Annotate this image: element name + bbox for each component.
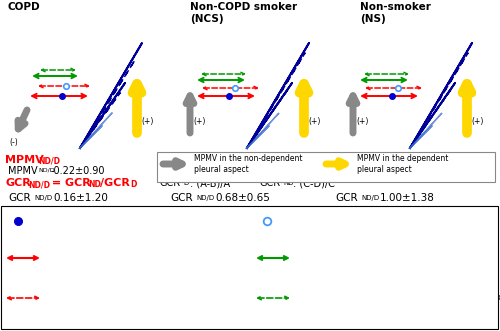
Text: GCR: GCR [335, 193, 357, 203]
Text: /GCR: /GCR [100, 178, 130, 188]
Text: LFC at end-inspiration: LFC at end-inspiration [28, 216, 128, 225]
Text: (+): (+) [193, 117, 205, 126]
Text: MPMV: MPMV [335, 166, 364, 176]
Text: LFC at near end-expiration: LFC at near end-expiration [277, 216, 398, 225]
Text: D: D [183, 180, 188, 186]
Text: C: C [258, 260, 263, 266]
Text: 1.00±1.38: 1.00±1.38 [380, 193, 435, 203]
Text: MPMV in the non-dependent
pleural aspect: MPMV in the non-dependent pleural aspect [194, 154, 302, 174]
Text: (+): (+) [471, 117, 484, 126]
Text: D: D [258, 300, 263, 306]
Text: MPMV: MPMV [8, 166, 38, 176]
Text: COPD: COPD [8, 2, 40, 12]
Text: GD in dependent LF at near end-expiration: GD in dependent LF at near end-expiratio… [44, 294, 239, 303]
Text: ND/D: ND/D [38, 168, 54, 173]
FancyBboxPatch shape [1, 206, 498, 329]
Text: (+): (+) [141, 117, 154, 126]
Text: MPMV in the dependent
pleural aspect: MPMV in the dependent pleural aspect [357, 154, 448, 174]
Text: ND/D: ND/D [38, 157, 60, 166]
Text: ND/D: ND/D [28, 180, 50, 189]
Text: 0.68±0.65: 0.68±0.65 [215, 193, 270, 203]
Text: GCR: GCR [160, 178, 181, 188]
Text: ND: ND [283, 180, 294, 186]
Text: -0.22±0.90: -0.22±0.90 [51, 166, 106, 176]
Text: 0.16±1.20: 0.16±1.20 [53, 193, 108, 203]
Text: Non-smoker
(NS): Non-smoker (NS) [360, 2, 431, 24]
Text: GCR: GCR [260, 178, 281, 188]
Text: ND/D: ND/D [365, 168, 382, 173]
Text: GCR: GCR [170, 193, 192, 203]
Text: B: B [8, 300, 13, 306]
Text: : (A-B)/A: : (A-B)/A [190, 178, 230, 188]
Text: GD  in non-dependent LF at end-inspiration: GD in non-dependent LF at end-inspiratio… [294, 254, 491, 262]
Text: GCR: GCR [8, 193, 30, 203]
Text: GCR: GCR [5, 178, 31, 188]
Text: (+): (+) [356, 117, 368, 126]
Text: ND: ND [88, 180, 101, 189]
Text: ND/D: ND/D [361, 195, 379, 201]
Text: A: A [8, 260, 13, 266]
Text: 0.82±0.46: 0.82±0.46 [378, 166, 429, 176]
Text: D: D [130, 180, 136, 189]
Text: ND/D: ND/D [34, 195, 52, 201]
Text: ND/D: ND/D [196, 195, 214, 201]
Text: 0.41±0.13: 0.41±0.13 [213, 166, 264, 176]
FancyBboxPatch shape [157, 152, 495, 182]
Text: MPMV: MPMV [5, 155, 44, 165]
Text: GD in dependent LF at end-inspiration: GD in dependent LF at end-inspiration [44, 254, 218, 262]
Text: GD in non-dependent LF at near end-expiration: GD in non-dependent LF at near end-expir… [294, 294, 500, 303]
Text: (-): (-) [9, 138, 18, 147]
Text: (+): (+) [308, 117, 320, 126]
Text: : (C-D)/C: : (C-D)/C [293, 178, 335, 188]
Text: Non-COPD smoker
(NCS): Non-COPD smoker (NCS) [190, 2, 297, 24]
Text: ND/D: ND/D [200, 168, 216, 173]
Text: = GCR: = GCR [48, 178, 91, 188]
Text: MPMV: MPMV [170, 166, 200, 176]
